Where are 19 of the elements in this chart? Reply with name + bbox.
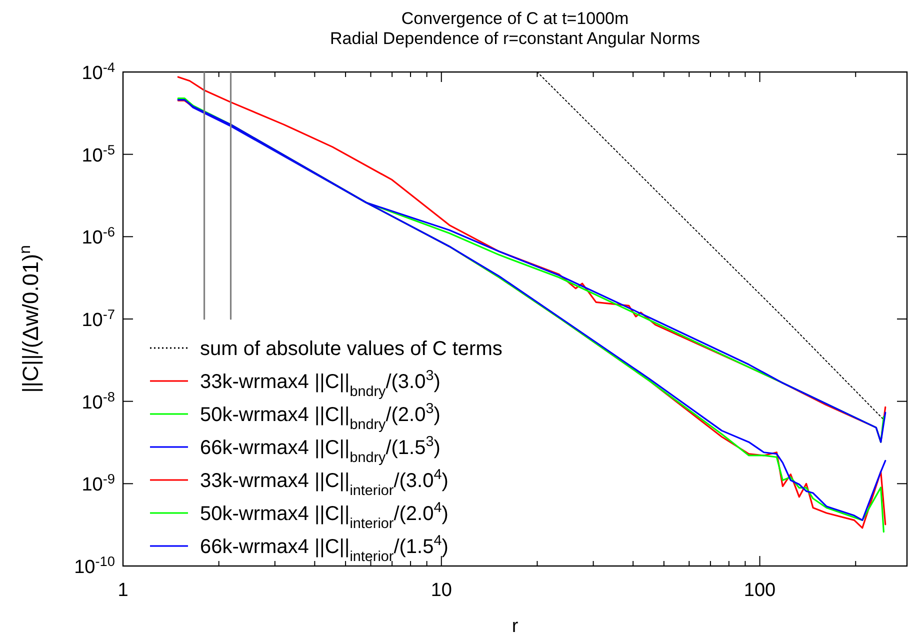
x-axis-title: r [512,616,519,637]
legend-label: 33k-wrmax4 ||C||$_{interior}$/(3.0$^{4}$) [200,467,448,499]
legend-label: 66k-wrmax4 ||C||$_{bndry}$/(1.5$^{3}$) [200,434,440,466]
legend-label: 33k-wrmax4 ||C||$_{bndry}$/(3.0$^{3}$) [200,368,440,400]
legend-label: sum of absolute values of C terms [200,338,502,360]
legend-label: 50k-wrmax4 ||C||$_{bndry}$/(2.0$^{3}$) [200,401,440,433]
legend-label: 50k-wrmax4 ||C||$_{interior}$/(2.0$^{4}$) [200,500,448,532]
y-tick-label: 10$^{-4}$ [82,60,116,84]
y-tick-label: 10$^{-5}$ [82,142,116,166]
y-tick-label: 10$^{-8}$ [82,388,116,414]
y-tick-label: 10$^{-7}$ [82,306,115,331]
y-tick-label: 10$^{-9}$ [82,471,115,496]
chart-title: Convergence of C at t=1000m Radial Dependence of r=constant Angular Norms [330,9,700,48]
legend-label: 66k-wrmax4 ||C||$_{interior}$/(1.5$^{4}$) [200,533,448,565]
x-tick-label: 1 [118,580,128,601]
y-tick-label: 10$^{-6}$ [82,224,115,249]
y-tick-label: 10$^{-10}$ [74,554,116,578]
x-tick-label: 100 [744,580,776,601]
x-tick-label: 10 [430,580,452,601]
